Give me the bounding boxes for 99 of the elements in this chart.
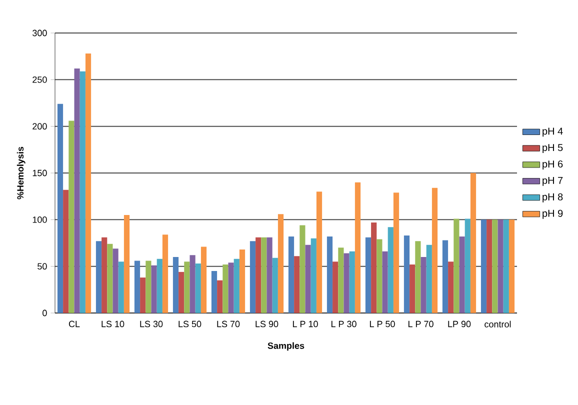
bar xyxy=(80,71,86,313)
x-tick-label: CL xyxy=(68,320,80,328)
bar xyxy=(393,192,400,313)
bar xyxy=(432,188,438,313)
y-tick-label: 300 xyxy=(32,30,47,36)
bar xyxy=(195,264,201,313)
x-tick-label: LS 10 xyxy=(102,320,124,328)
bar xyxy=(480,220,487,313)
bar xyxy=(486,220,492,313)
x-tick-label: LP 90 xyxy=(448,320,471,328)
bar xyxy=(316,192,322,313)
bar xyxy=(310,238,316,313)
bar xyxy=(448,262,454,313)
bar xyxy=(426,244,432,313)
y-tick-label: 200 xyxy=(32,123,47,130)
bar xyxy=(239,250,246,313)
bar xyxy=(178,272,184,313)
bar xyxy=(234,258,240,313)
legend-label: pH 7 xyxy=(542,176,563,186)
bar xyxy=(63,190,69,313)
bar xyxy=(190,255,196,313)
bar xyxy=(151,265,157,313)
y-tick-label: 150 xyxy=(32,170,47,176)
bar xyxy=(211,271,218,313)
bar xyxy=(184,262,190,313)
bar xyxy=(294,256,300,313)
bar xyxy=(266,237,272,313)
bar xyxy=(371,222,377,313)
bar xyxy=(470,173,476,313)
bar xyxy=(415,241,421,313)
x-tick-label: L P 50 xyxy=(370,320,395,328)
bar xyxy=(382,251,388,313)
bar xyxy=(305,244,311,313)
bar xyxy=(261,237,267,313)
bar xyxy=(454,218,460,313)
bar xyxy=(156,258,162,313)
bar xyxy=(354,182,361,313)
y-tick-label: 50 xyxy=(38,263,47,270)
bar xyxy=(388,227,394,313)
bar xyxy=(492,220,498,313)
bar xyxy=(278,214,284,313)
x-tick-label: LS 90 xyxy=(256,320,278,328)
bar xyxy=(107,244,113,313)
bar xyxy=(162,234,168,313)
bar xyxy=(250,241,256,313)
x-tick-label: control xyxy=(484,320,511,328)
legend-label: pH 8 xyxy=(542,193,563,202)
y-axis-title: %Hemolysis xyxy=(16,146,26,200)
legend-label: pH 4 xyxy=(542,128,563,137)
bar xyxy=(172,257,179,313)
legend-label: pH 6 xyxy=(542,160,563,170)
legend-label: pH 5 xyxy=(542,144,563,154)
bar xyxy=(326,236,333,313)
x-tick-label: LS 50 xyxy=(178,320,202,328)
bar xyxy=(217,280,223,313)
bar xyxy=(96,241,102,313)
legend-label: pH 9 xyxy=(542,210,563,219)
y-tick-label: 100 xyxy=(32,216,47,223)
bar xyxy=(300,225,306,313)
x-tick-label: L P 10 xyxy=(292,320,318,328)
bar xyxy=(404,236,410,313)
bar xyxy=(442,240,448,313)
bar xyxy=(200,246,207,313)
bar xyxy=(338,248,344,313)
bar xyxy=(272,258,278,313)
bar xyxy=(420,257,426,313)
bar xyxy=(222,264,228,313)
x-tick-label: LS 70 xyxy=(217,320,240,328)
y-tick-label: 250 xyxy=(32,76,47,83)
bar xyxy=(118,262,124,313)
bar xyxy=(57,104,64,313)
bar xyxy=(332,262,338,313)
bar xyxy=(124,215,130,313)
bar xyxy=(140,278,146,313)
bar xyxy=(498,220,504,313)
bar xyxy=(410,264,416,313)
bar xyxy=(349,251,355,313)
bar xyxy=(85,54,92,313)
x-tick-label: L P 30 xyxy=(331,320,356,328)
bar xyxy=(146,260,152,313)
bar xyxy=(102,237,108,313)
x-axis-title: Samples xyxy=(268,342,304,351)
bar xyxy=(508,220,515,313)
bar xyxy=(365,237,372,313)
bar xyxy=(74,68,80,313)
y-tick-label: 0 xyxy=(42,310,47,316)
x-tick-label: LS 30 xyxy=(140,320,163,328)
bar xyxy=(459,236,465,313)
bar xyxy=(376,239,382,313)
bar xyxy=(134,260,140,313)
bar xyxy=(288,236,294,313)
bar xyxy=(464,218,470,313)
bar xyxy=(256,237,262,313)
bar xyxy=(112,248,118,313)
bar xyxy=(228,262,234,313)
bar xyxy=(503,220,509,313)
bar xyxy=(344,253,350,313)
x-tick-label: L P 70 xyxy=(408,320,434,328)
bar xyxy=(68,120,74,313)
